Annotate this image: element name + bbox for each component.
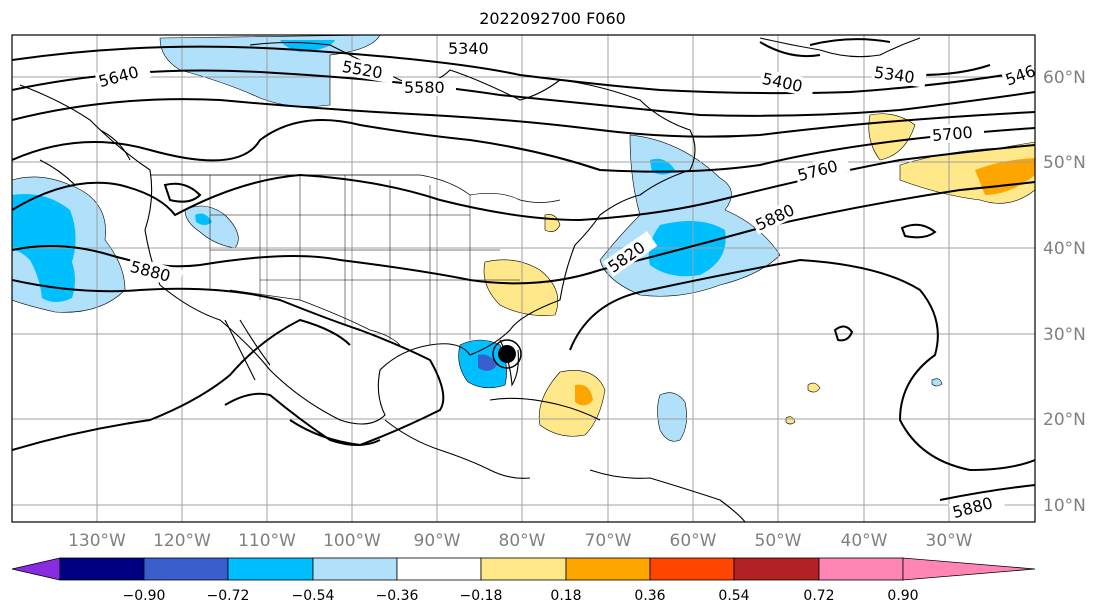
colorbar-segment (480, 557, 567, 581)
lon-label: 130°W (68, 531, 126, 551)
colorbar-segment (227, 557, 314, 581)
cuba (489, 397, 601, 421)
height-contours (12, 38, 1035, 501)
colorbar-tick: −0.18 (460, 588, 503, 604)
anomaly-caribbean (538, 370, 606, 437)
colorbar-segment (143, 557, 229, 581)
colorbar-tick: 0.72 (803, 588, 834, 604)
contour-label: 5580 (404, 78, 445, 97)
lat-label: 40°N (1043, 239, 1086, 259)
south-america (589, 469, 746, 522)
central-america (384, 419, 531, 479)
lat-label: 30°N (1043, 325, 1086, 345)
greenland (759, 37, 921, 58)
colorbar-segment (649, 557, 735, 581)
lon-label: 30°W (926, 531, 973, 551)
colorbar-tick: 0.54 (718, 588, 749, 604)
storm-marker (492, 339, 522, 369)
anomaly-atlantic-band (599, 134, 781, 297)
colorbar-tick: 0.18 (550, 588, 581, 604)
map-area: 5340 5520 5580 5640 5400 5340 546 5700 5… (12, 35, 1035, 522)
colorbar-tick: −0.36 (376, 588, 419, 604)
lat-label: 60°N (1043, 68, 1086, 88)
lon-label: 100°W (323, 531, 381, 551)
colorbar-extend-low (11, 557, 61, 581)
colorbar-segment (396, 557, 482, 581)
lon-label: 50°W (755, 531, 802, 551)
colorbar-segment (733, 557, 820, 581)
lon-label: 80°W (499, 531, 546, 551)
colorbar-segment (312, 557, 398, 581)
latitude-labels: 60°N 50°N 40°N 30°N 20°N 10°N (1043, 68, 1086, 516)
lat-label: 50°N (1043, 153, 1086, 173)
lon-label: 40°W (841, 531, 888, 551)
colorbar-tick: 0.36 (634, 588, 665, 604)
lon-label: 120°W (153, 531, 211, 551)
lon-label: 110°W (238, 531, 296, 551)
contour-label: 5700 (931, 123, 973, 145)
map-frame (11, 34, 1036, 523)
colorbar-segment (59, 557, 145, 581)
colorbar-segment (818, 557, 904, 581)
colorbar-extend-high (902, 557, 1036, 581)
colorbar-tick: −0.90 (123, 588, 166, 604)
lat-label: 20°N (1043, 410, 1086, 430)
us-canada-border (150, 174, 561, 203)
colorbar-tick: 0.90 (887, 588, 918, 604)
colorbar-tick: −0.72 (207, 588, 250, 604)
lon-label: 90°W (414, 531, 461, 551)
lon-label: 70°W (585, 531, 632, 551)
lon-label: 60°W (670, 531, 717, 551)
coastlines (19, 37, 921, 522)
mexico-baja (224, 319, 271, 381)
state-lines (209, 175, 520, 345)
contour-labels: 5340 5520 5580 5640 5400 5340 546 5700 5… (94, 39, 1035, 522)
contour-label: 5340 (448, 39, 489, 58)
colorbar (11, 557, 1036, 581)
colorbar-ticks: −0.90 −0.72 −0.54 −0.36 −0.18 0.18 0.36 … (123, 588, 919, 604)
colorbar-tick: −0.54 (292, 588, 335, 604)
lat-label: 10°N (1043, 496, 1086, 516)
map-title: 2022092700 F060 (479, 9, 626, 28)
us-mexico-border (229, 289, 401, 346)
anomaly-southeast-us (483, 259, 559, 316)
longitude-labels: 130°W 120°W 110°W 100°W 90°W 80°W 70°W 6… (68, 531, 973, 551)
colorbar-segment (565, 557, 651, 581)
north-america-coast (19, 41, 696, 425)
